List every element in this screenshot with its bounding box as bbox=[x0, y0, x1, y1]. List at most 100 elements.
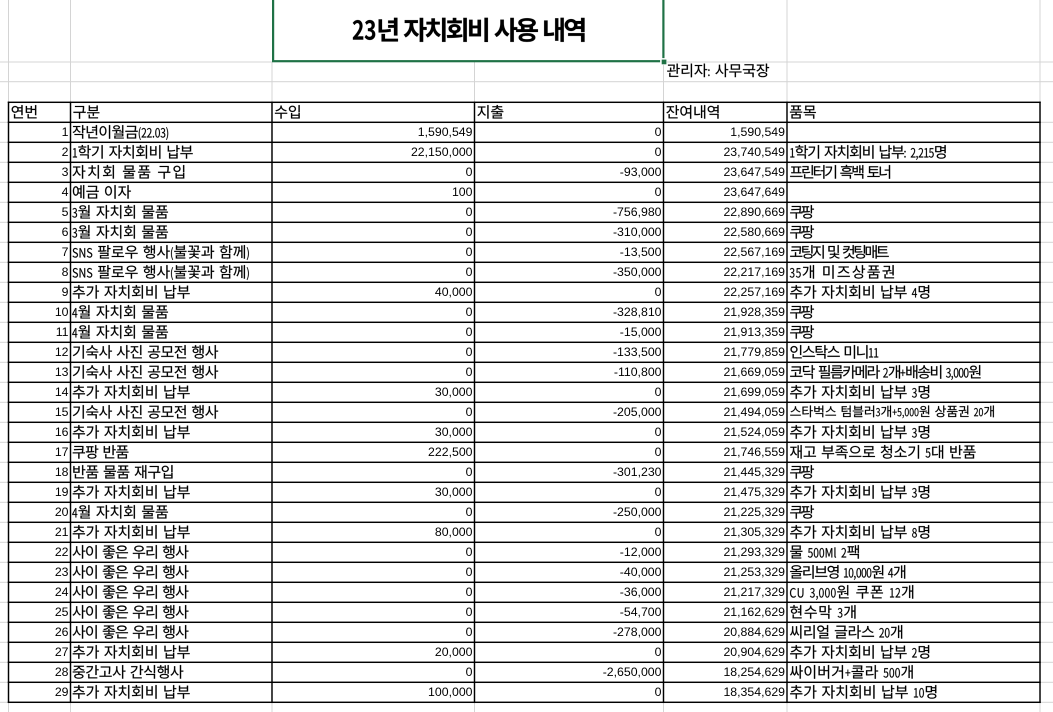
svg-text:28: 28 bbox=[55, 665, 69, 679]
svg-text:0: 0 bbox=[655, 145, 662, 159]
svg-text:-15,000: -15,000 bbox=[620, 325, 662, 339]
svg-text:22: 22 bbox=[55, 545, 69, 559]
svg-text:7: 7 bbox=[62, 245, 69, 259]
svg-text:0: 0 bbox=[655, 425, 662, 439]
svg-text:24: 24 bbox=[55, 585, 69, 599]
svg-text:0: 0 bbox=[466, 345, 473, 359]
svg-text:20,904,629: 20,904,629 bbox=[723, 645, 785, 659]
svg-text:0: 0 bbox=[466, 405, 473, 419]
svg-text:-36,000: -36,000 bbox=[620, 585, 662, 599]
svg-text:0: 0 bbox=[466, 605, 473, 619]
svg-text:0: 0 bbox=[655, 385, 662, 399]
svg-text:21,162,629: 21,162,629 bbox=[723, 605, 785, 619]
svg-text:0: 0 bbox=[466, 305, 473, 319]
svg-text:-93,000: -93,000 bbox=[620, 165, 662, 179]
svg-text:-2,650,000: -2,650,000 bbox=[603, 665, 662, 679]
svg-text:14: 14 bbox=[55, 385, 69, 399]
svg-text:23: 23 bbox=[55, 565, 69, 579]
svg-text:17: 17 bbox=[55, 445, 69, 459]
svg-text:21,928,359: 21,928,359 bbox=[723, 305, 785, 319]
svg-text:21: 21 bbox=[55, 525, 69, 539]
svg-text:21,669,059: 21,669,059 bbox=[723, 365, 785, 379]
svg-text:0: 0 bbox=[466, 625, 473, 639]
svg-text:80,000: 80,000 bbox=[435, 525, 473, 539]
svg-text:21,293,329: 21,293,329 bbox=[723, 545, 785, 559]
svg-text:-205,000: -205,000 bbox=[613, 405, 662, 419]
svg-text:23,647,649: 23,647,649 bbox=[723, 185, 785, 199]
svg-text:-13,500: -13,500 bbox=[620, 245, 662, 259]
svg-text:1: 1 bbox=[62, 125, 69, 139]
svg-text:16: 16 bbox=[55, 425, 69, 439]
svg-text:22,567,169: 22,567,169 bbox=[723, 245, 785, 259]
svg-text:0: 0 bbox=[466, 365, 473, 379]
svg-text:0: 0 bbox=[655, 685, 662, 699]
svg-text:21,779,859: 21,779,859 bbox=[723, 345, 785, 359]
svg-text:2: 2 bbox=[62, 145, 69, 159]
svg-text:1,590,549: 1,590,549 bbox=[730, 125, 785, 139]
svg-text:-110,800: -110,800 bbox=[614, 365, 662, 379]
svg-text:0: 0 bbox=[466, 545, 473, 559]
svg-text:13: 13 bbox=[55, 365, 69, 379]
svg-text:-350,000: -350,000 bbox=[613, 265, 662, 279]
svg-text:0: 0 bbox=[466, 565, 473, 579]
svg-text:21,217,329: 21,217,329 bbox=[723, 585, 785, 599]
svg-text:30,000: 30,000 bbox=[435, 425, 473, 439]
svg-text:18,354,629: 18,354,629 bbox=[723, 685, 785, 699]
svg-text:0: 0 bbox=[466, 165, 473, 179]
svg-text:10: 10 bbox=[55, 305, 69, 319]
svg-text:21,746,559: 21,746,559 bbox=[723, 445, 785, 459]
svg-text:40,000: 40,000 bbox=[435, 285, 473, 299]
svg-text:18: 18 bbox=[55, 465, 69, 479]
svg-text:1,590,549: 1,590,549 bbox=[418, 125, 473, 139]
svg-text:22,580,669: 22,580,669 bbox=[723, 225, 785, 239]
svg-text:-12,000: -12,000 bbox=[620, 545, 662, 559]
svg-text:-310,000: -310,000 bbox=[613, 225, 662, 239]
svg-text:12: 12 bbox=[55, 345, 69, 359]
svg-text:19: 19 bbox=[55, 485, 69, 499]
svg-text:6: 6 bbox=[62, 225, 69, 239]
svg-text:22,257,169: 22,257,169 bbox=[723, 285, 785, 299]
svg-text:23,740,549: 23,740,549 bbox=[723, 145, 785, 159]
svg-text:0: 0 bbox=[655, 445, 662, 459]
svg-text:21,494,059: 21,494,059 bbox=[723, 405, 785, 419]
svg-text:0: 0 bbox=[466, 265, 473, 279]
svg-text:0: 0 bbox=[466, 205, 473, 219]
svg-text:-40,000: -40,000 bbox=[620, 565, 662, 579]
svg-text:25: 25 bbox=[55, 605, 69, 619]
svg-text:9: 9 bbox=[62, 285, 69, 299]
svg-text:-301,230: -301,230 bbox=[613, 465, 662, 479]
svg-text:0: 0 bbox=[466, 505, 473, 519]
svg-text:15: 15 bbox=[55, 405, 69, 419]
svg-text:-328,810: -328,810 bbox=[613, 305, 662, 319]
svg-text:8: 8 bbox=[62, 265, 69, 279]
svg-text:0: 0 bbox=[466, 245, 473, 259]
svg-text:20,000: 20,000 bbox=[435, 645, 473, 659]
svg-text:100: 100 bbox=[452, 185, 473, 199]
svg-text:-756,980: -756,980 bbox=[613, 205, 662, 219]
svg-text:22,217,169: 22,217,169 bbox=[723, 265, 785, 279]
svg-text:20: 20 bbox=[55, 505, 69, 519]
svg-text:22,150,000: 22,150,000 bbox=[411, 145, 473, 159]
svg-text:5: 5 bbox=[62, 205, 69, 219]
svg-text:0: 0 bbox=[655, 525, 662, 539]
svg-text:222,500: 222,500 bbox=[428, 445, 473, 459]
svg-text:100,000: 100,000 bbox=[428, 685, 473, 699]
svg-text:0: 0 bbox=[466, 225, 473, 239]
svg-text:20,884,629: 20,884,629 bbox=[723, 625, 785, 639]
svg-text:30,000: 30,000 bbox=[435, 385, 473, 399]
svg-text:21,305,329: 21,305,329 bbox=[723, 525, 785, 539]
svg-text:22,890,669: 22,890,669 bbox=[723, 205, 785, 219]
svg-text:27: 27 bbox=[55, 645, 69, 659]
svg-text:0: 0 bbox=[466, 585, 473, 599]
svg-text:21,699,059: 21,699,059 bbox=[723, 385, 785, 399]
svg-text:30,000: 30,000 bbox=[435, 485, 473, 499]
svg-text:-250,000: -250,000 bbox=[613, 505, 662, 519]
svg-text:29: 29 bbox=[55, 685, 69, 699]
svg-text:0: 0 bbox=[655, 125, 662, 139]
svg-text:0: 0 bbox=[655, 645, 662, 659]
svg-text:21,524,059: 21,524,059 bbox=[723, 425, 785, 439]
svg-text:0: 0 bbox=[466, 465, 473, 479]
svg-text:21,225,329: 21,225,329 bbox=[723, 505, 785, 519]
svg-text:21,913,359: 21,913,359 bbox=[723, 325, 785, 339]
svg-text:4: 4 bbox=[62, 185, 69, 199]
